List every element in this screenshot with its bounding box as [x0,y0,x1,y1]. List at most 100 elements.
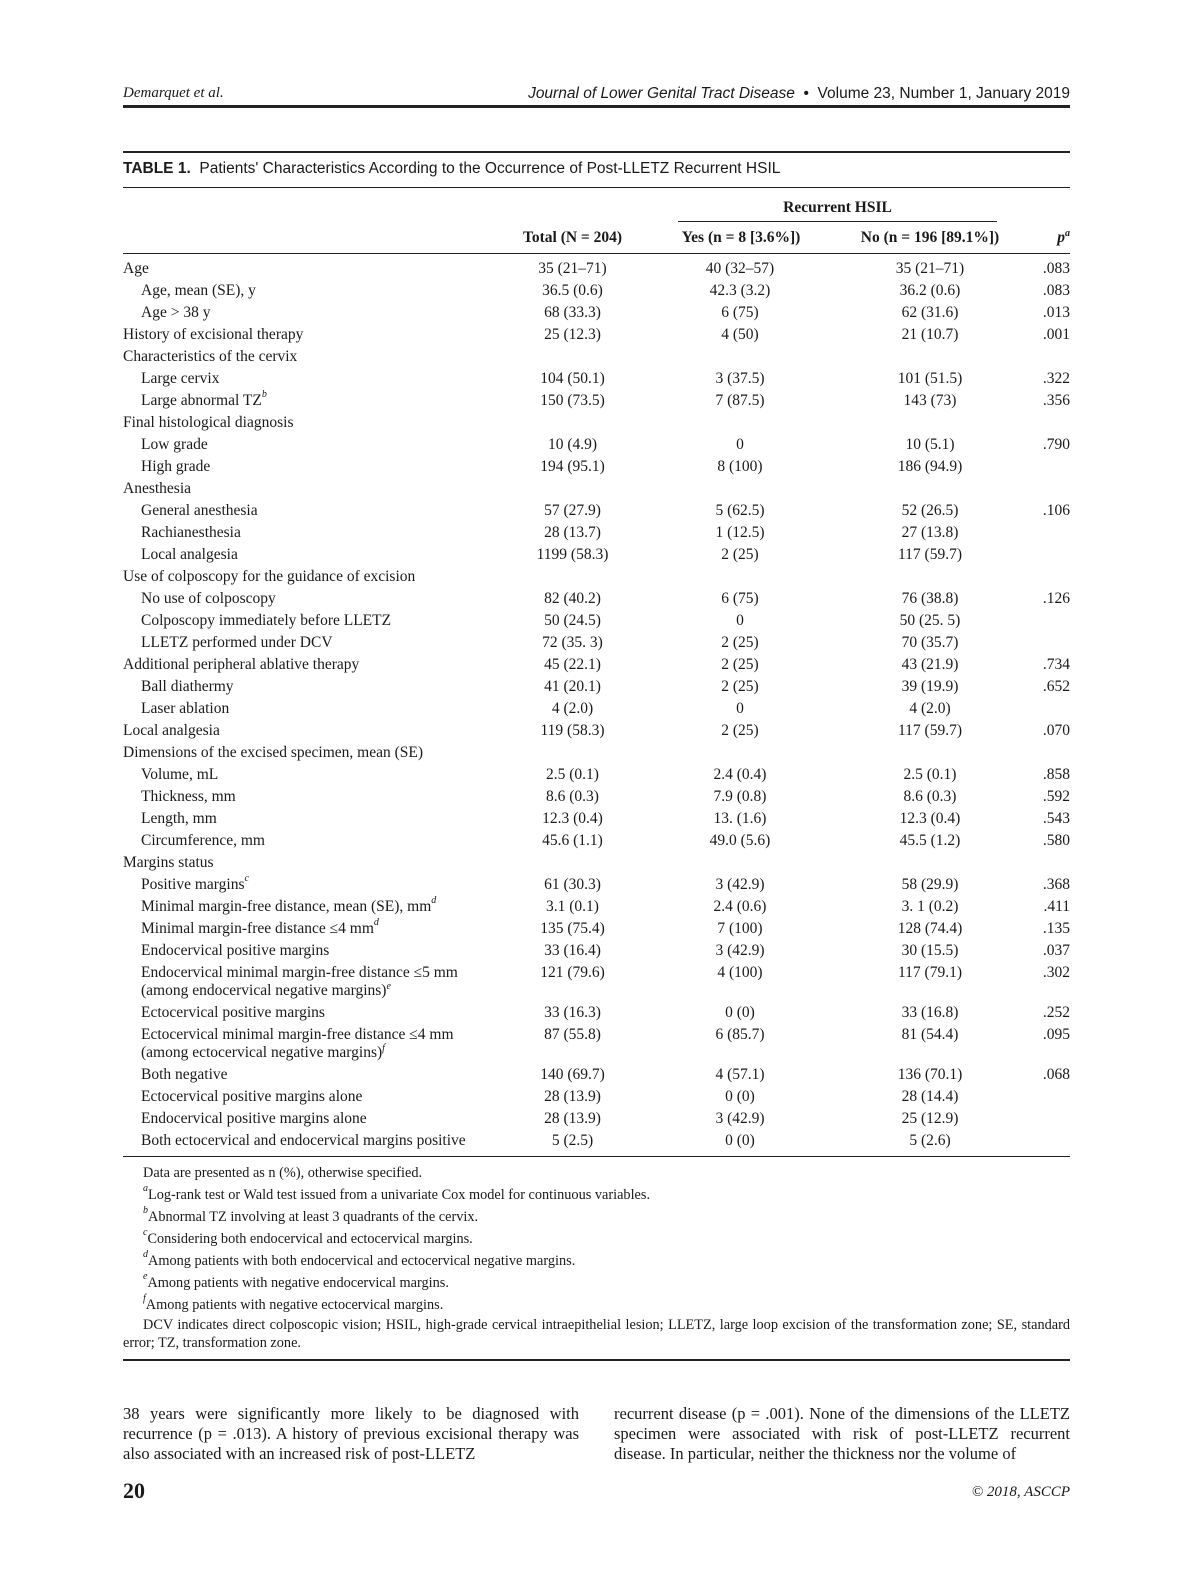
cell-p: .083 [1042,282,1070,299]
row-label-text: Endocervical positive margins alone [141,1110,367,1127]
footnote-marker: b [143,1205,148,1216]
cell-p: .652 [1042,678,1070,695]
row-label: Endocervical positive margins alone [141,1108,521,1130]
cell-yes: 3 (37.5) [715,370,765,387]
row-label: Ectocervical positive margins [141,1002,521,1024]
cell-yes: 49.0 (5.6) [709,832,771,849]
cell-yes: 6 (75) [721,590,759,607]
col-no: No (n = 196 [89.1%]) [860,229,1000,246]
footnote-marker: f [143,1293,146,1304]
cell-total: 57 (27.9) [544,502,601,519]
cell-yes: 40 (32–57) [705,260,775,277]
cell-p: .106 [1042,502,1070,519]
running-header: Demarquet et al. Journal of Lower Genita… [123,85,1070,107]
table-title: Patients' Characteristics According to t… [199,160,781,177]
row-label-text: Use of colposcopy for the guidance of ex… [123,568,416,585]
cell-total: 28 (13.9) [544,1088,601,1105]
cell-yes: 4 (57.1) [715,1066,765,1083]
row-label-text: Ball diathermy [141,678,234,695]
cell-yes: 8 (100) [717,458,763,475]
row-label-text: Positive margins [141,876,245,893]
table-row: Age > 38 y 68 (33.3) 6 (75) 62 (31.6) .013 [123,302,1070,324]
cell-p: .037 [1042,942,1070,959]
row-label-text: Ectocervical minimal margin-free distanc… [141,1026,454,1043]
cell-p: .070 [1042,722,1070,739]
row-label-text: Large cervix [141,370,220,387]
row-label-text: Age, mean (SE), y [141,282,256,299]
cell-total: 3.1 (0.1) [546,898,599,915]
cell-total: 45 (22.1) [544,656,601,673]
table-row: Laser ablation 4 (2.0) 0 4 (2.0) [123,698,1070,720]
footnote-marker: c [244,873,249,884]
row-label-text: Ectocervical positive margins alone [141,1088,363,1105]
table-row: Ectocervical minimal margin-free distanc… [123,1024,1070,1064]
cell-total: 33 (16.3) [544,1004,601,1021]
cell-total: 121 (79.6) [540,964,605,981]
page-number: 20 [123,1478,145,1503]
row-label: High grade [141,456,521,478]
row-label: Age [123,258,503,280]
cell-no: 50 (25. 5) [899,612,961,629]
row-label: Minimal margin-free distance ≤4 mmd [141,918,521,940]
table-row: Endocervical positive margins 33 (16.4) 3 … [123,940,1070,962]
table-row: Local analgesia 119 (58.3) 2 (25) 117 (59.7… [123,720,1070,742]
cell-no: 33 (16.8) [901,1004,959,1021]
cell-p: .592 [1042,788,1070,805]
footnote-marker: c [143,1227,148,1238]
row-label: Use of colposcopy for the guidance of ex… [123,566,503,588]
cell-yes: 0 (0) [725,1088,755,1105]
table-row: Anesthesia [123,478,1070,500]
table-row: Ectocervical positive margins alone 28 (1… [123,1086,1070,1108]
cell-p: .068 [1042,1066,1070,1083]
row-label-text: No use of colposcopy [141,590,276,607]
cell-no: 45.5 (1.2) [899,832,961,849]
table-row: Rachianesthesia 28 (13.7) 1 (12.5) 27 (13.8… [123,522,1070,544]
copyright: © 2018, ASCCP [971,1484,1070,1500]
cell-no: 2.5 (0.1) [903,766,957,783]
table-bottom-rule [123,1156,1070,1158]
cell-total: 150 (73.5) [540,392,605,409]
cell-yes: 0 [736,436,744,453]
row-label-text: Volume, mL [141,766,219,783]
table-row: Volume, mL 2.5 (0.1) 2.4 (0.4) 2.5 (0.1) .85… [123,764,1070,786]
row-label-text: Age > 38 y [141,304,211,321]
row-label-text: Length, mm [141,810,217,827]
row-label-text: Circumference, mm [141,832,265,849]
footnote-marker: e [143,1271,148,1282]
cell-total: 72 (35. 3) [542,634,603,651]
cell-total: 140 (69.7) [540,1066,605,1083]
cell-yes: 3 (42.9) [715,942,765,959]
cell-no: 25 (12.9) [901,1110,959,1127]
footnote: dAmong patients with both endocervical a… [143,1250,1070,1272]
header-rule [123,105,1070,108]
footnote: cConsidering both endocervical and ectoc… [143,1228,1070,1250]
row-label: Laser ablation [141,698,521,720]
cell-yes: 0 (0) [725,1132,755,1149]
cell-yes: 0 [736,612,744,629]
cell-no: 21 (10.7) [901,326,959,343]
cell-no: 8.6 (0.3) [903,788,957,805]
footnote-marker: b [261,389,267,400]
cell-yes: 1 (12.5) [715,524,765,541]
footnote: Data are presented as n (%), otherwise s… [143,1162,1070,1184]
cell-total: 36.5 (0.6) [542,282,603,299]
row-label-text: Laser ablation [141,700,230,717]
cell-no: 186 (94.9) [897,458,963,475]
table-row: Large cervix 104 (50.1) 3 (37.5) 101 (51.5)… [123,368,1070,390]
row-label: Positive marginsc [141,874,521,896]
cell-no: 117 (79.1) [898,964,962,981]
table-caption: TABLE 1. Patients' Characteristics Accor… [123,160,780,178]
table-row: Ball diathermy 41 (20.1) 2 (25) 39 (19.9) .6… [123,676,1070,698]
row-label: Rachianesthesia [141,522,521,544]
table-row: Both negative 140 (69.7) 4 (57.1) 136 (70.1… [123,1064,1070,1086]
row-label: Final histological diagnosis [123,412,503,434]
cell-yes: 3 (42.9) [715,1110,765,1127]
group-header: Recurrent HSIL [678,199,997,222]
p-sup: a [1065,228,1070,239]
cell-yes: 2 (25) [721,634,759,651]
cell-total: 82 (40.2) [544,590,601,607]
cell-p: .543 [1042,810,1070,827]
table-row: Local analgesia 1199 (58.3) 2 (25) 117 (59.… [123,544,1070,566]
journal-name: Journal of Lower Genital Tract Disease [528,85,795,102]
cell-yes: 7 (87.5) [715,392,765,409]
